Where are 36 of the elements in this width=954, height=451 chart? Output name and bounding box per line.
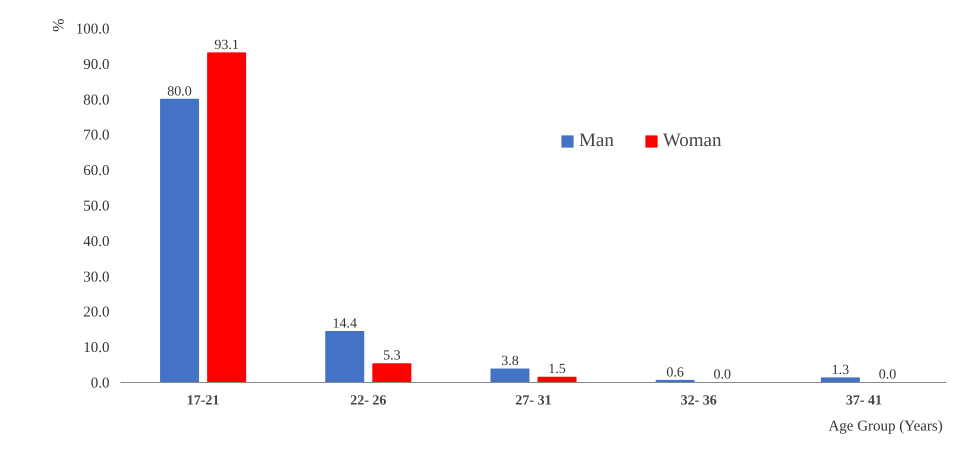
data-label: 0.0: [713, 368, 731, 382]
x-tick-label: 27- 31: [515, 394, 552, 408]
data-label: 0.6: [666, 365, 684, 380]
y-tick-label: 10.0: [83, 340, 110, 356]
x-tick-label: 17-21: [186, 394, 220, 408]
y-tick-label: 40.0: [83, 234, 110, 250]
bar: [372, 363, 412, 382]
y-tick-label: 70.0: [83, 128, 110, 144]
bar: [325, 331, 364, 382]
bar: [538, 376, 577, 382]
bar: [160, 98, 200, 382]
y-tick-label: 90.0: [83, 56, 110, 73]
y-tick-label: 0.0: [90, 376, 110, 392]
y-axis-title: %: [50, 18, 68, 32]
x-axis-title: Age Group (Years): [828, 418, 943, 434]
data-label: 1.3: [832, 362, 850, 378]
x-tick-label: 32- 36: [680, 394, 717, 408]
legend-label: Man: [579, 130, 614, 152]
y-tick-label: 60.0: [83, 163, 110, 180]
legend-label: Woman: [662, 130, 722, 152]
data-label: 5.3: [383, 348, 401, 364]
x-tick-label: 37- 41: [846, 394, 882, 408]
data-label: 1.5: [548, 362, 566, 378]
y-tick-label: 50.0: [83, 198, 110, 214]
bar: [490, 368, 530, 382]
data-label: 0.0: [878, 368, 896, 382]
bar: [207, 52, 246, 382]
x-tick-label: 22- 26: [350, 394, 386, 408]
y-tick-label: 20.0: [83, 304, 110, 321]
y-tick-label: 30.0: [83, 269, 110, 286]
data-label: 14.4: [332, 316, 358, 332]
data-label: 80.0: [167, 84, 192, 100]
data-label: 3.8: [501, 354, 519, 370]
y-tick-label: 100.0: [76, 22, 110, 38]
y-tick-label: 80.0: [83, 92, 110, 108]
data-label: 93.1: [214, 38, 239, 53]
